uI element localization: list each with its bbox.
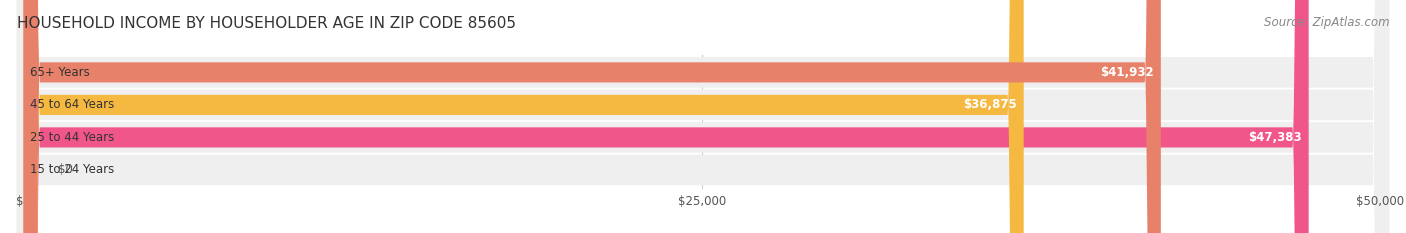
FancyBboxPatch shape: [17, 0, 1389, 233]
FancyBboxPatch shape: [24, 0, 35, 233]
Text: 25 to 44 Years: 25 to 44 Years: [31, 131, 115, 144]
Text: $36,875: $36,875: [963, 98, 1017, 111]
FancyBboxPatch shape: [17, 0, 1389, 233]
Text: $0: $0: [58, 163, 73, 176]
Text: HOUSEHOLD INCOME BY HOUSEHOLDER AGE IN ZIP CODE 85605: HOUSEHOLD INCOME BY HOUSEHOLDER AGE IN Z…: [17, 16, 516, 31]
FancyBboxPatch shape: [17, 0, 1389, 233]
Text: 15 to 24 Years: 15 to 24 Years: [31, 163, 115, 176]
Text: 65+ Years: 65+ Years: [31, 66, 90, 79]
FancyBboxPatch shape: [24, 0, 1024, 233]
FancyBboxPatch shape: [24, 0, 1161, 233]
Text: $41,932: $41,932: [1101, 66, 1154, 79]
Text: $47,383: $47,383: [1249, 131, 1302, 144]
FancyBboxPatch shape: [17, 0, 1389, 233]
FancyBboxPatch shape: [24, 0, 1309, 233]
Text: Source: ZipAtlas.com: Source: ZipAtlas.com: [1264, 16, 1389, 29]
Text: 45 to 64 Years: 45 to 64 Years: [31, 98, 115, 111]
